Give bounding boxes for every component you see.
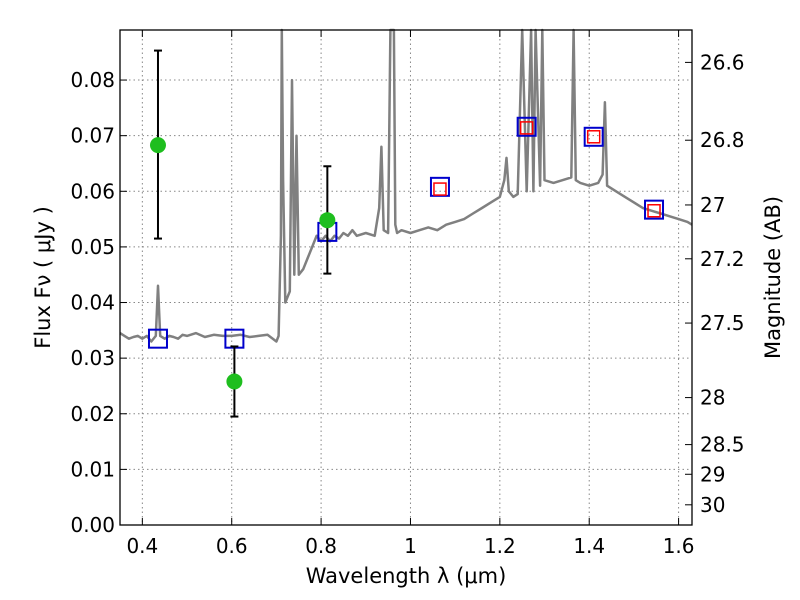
- x-tick-label: 1: [404, 534, 417, 558]
- model-red-square: [519, 121, 534, 135]
- spectrum-line: [119, 28, 693, 343]
- y2-tick-label: 27: [700, 193, 725, 217]
- grid-layer: [120, 30, 692, 526]
- model-blue-square: [516, 116, 537, 137]
- observed-point: [149, 137, 166, 154]
- plot-frame: [119, 29, 693, 526]
- y-tick-label: 0.00: [70, 513, 115, 537]
- y2-tick-label: 28.5: [700, 433, 745, 457]
- x-tick-label: 0.6: [216, 534, 248, 558]
- x-tick-label: 1.2: [484, 534, 516, 558]
- x-tick-label: 0.4: [126, 534, 158, 558]
- model-blue-square: [644, 199, 665, 220]
- y2-tick-label: 27.2: [700, 247, 745, 271]
- observed-point: [319, 212, 336, 229]
- x-axis-label: Wavelength λ (μm): [306, 564, 507, 588]
- y2-tick-label: 27.5: [700, 311, 745, 335]
- x-tick-label: 0.8: [305, 534, 337, 558]
- y-tick-label: 0.02: [70, 402, 115, 426]
- y-tick-label: 0.05: [70, 235, 115, 259]
- model-red-square: [586, 130, 601, 144]
- y-axis-label: Flux Fν ( μJy ): [31, 206, 55, 349]
- y2-tick-label: 28: [700, 386, 725, 410]
- y-tick-label: 0.03: [70, 346, 115, 370]
- x-tick-label: 1.6: [663, 534, 695, 558]
- y2-tick-label: 29: [700, 462, 725, 486]
- y2-tick-label: 26.6: [700, 50, 745, 74]
- y-tick-label: 0.06: [70, 179, 115, 203]
- y-tick-label: 0.07: [70, 124, 115, 148]
- x-tick-label: 1.4: [573, 534, 605, 558]
- spectrum-layer: [119, 28, 693, 343]
- y2-tick-label: 26.8: [700, 128, 745, 152]
- y2-axis-label: Magnitude (AB): [761, 196, 785, 359]
- model-blue-square: [147, 328, 168, 349]
- model-blue-square: [224, 328, 245, 349]
- ticks-layer: 0.4 0.6 0.8 1 1.2 1.4 1.6 0.00 0.01 0.02 0.03 0.04 0…: [70, 30, 745, 558]
- y-tick-label: 0.08: [70, 68, 115, 92]
- y-tick-label: 0.04: [70, 291, 115, 315]
- model-red-square: [647, 204, 661, 218]
- y-tick-label: 0.01: [70, 457, 115, 481]
- points-layer: [147, 49, 665, 418]
- y2-tick-label: 30: [700, 493, 725, 517]
- observed-point: [226, 373, 243, 390]
- model-red-square: [433, 182, 447, 196]
- model-blue-square: [583, 126, 604, 147]
- model-blue-square: [429, 176, 450, 197]
